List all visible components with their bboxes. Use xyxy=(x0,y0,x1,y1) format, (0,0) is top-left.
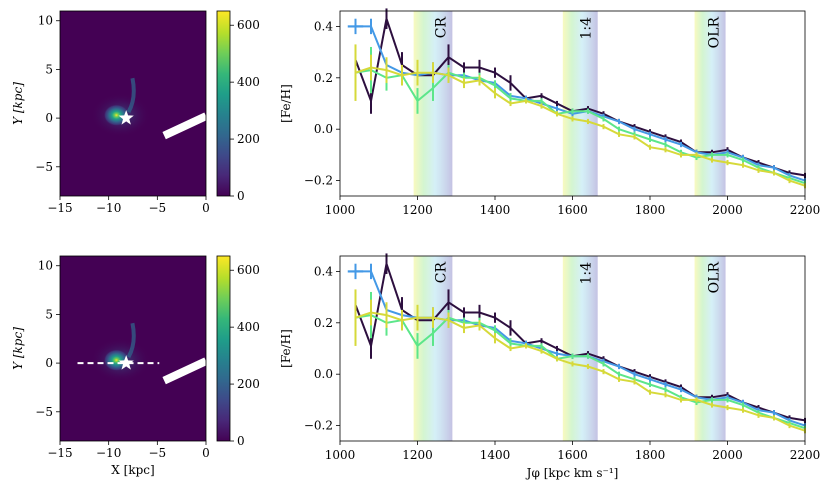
resonance-band xyxy=(694,11,726,196)
map-bottom: −15 −10 −5 0 −5 0 5 10 Y [kpc] X [kpc] 0 200 400 600 xyxy=(11,255,260,477)
resonance-label: 1:4 xyxy=(579,17,595,40)
density-spur xyxy=(126,322,136,359)
x-tick-label: 0 xyxy=(202,201,210,215)
colorbar-tick-label: 400 xyxy=(237,320,260,334)
y-tick-label: 10 xyxy=(38,14,53,28)
y-tick-label: 10 xyxy=(38,259,53,273)
resonance-band xyxy=(413,11,453,196)
colorbar-tick-label: 200 xyxy=(237,377,260,391)
sun-star-icon xyxy=(118,355,134,370)
y-tick-label: 5 xyxy=(45,62,53,76)
y-tick-label: 0.2 xyxy=(314,316,333,330)
y-axis-label: Y [kpc] xyxy=(11,327,25,370)
resonance-label: OLR xyxy=(707,262,723,294)
y-tick-label: 0.0 xyxy=(314,367,333,381)
colorbar xyxy=(216,255,231,442)
y-tick-label: 0.2 xyxy=(314,71,333,85)
galactic-bar xyxy=(162,112,208,140)
resonance-label: CR xyxy=(433,262,449,284)
metallicity-gradients: CR 1:4 OLR 1000 1200 1400 1600 1800 2000 2200 −0.2… xyxy=(279,8,820,480)
series-yellow xyxy=(354,289,806,434)
y-tick-label: 0 xyxy=(45,111,53,125)
density-maps: −15 −10 −5 0 −5 0 5 10 Y [kpc] 0 200 400 600 −15 −10 −5… xyxy=(11,10,260,477)
x-tick-label: 1000 xyxy=(325,448,356,462)
y-tick-label: 0.0 xyxy=(314,122,333,136)
resonance-label: OLR xyxy=(707,17,723,49)
x-tick-label: 1200 xyxy=(402,448,433,462)
x-tick-label: −10 xyxy=(96,446,121,460)
x-tick-label: 0 xyxy=(202,446,210,460)
colorbar xyxy=(216,10,231,197)
x-tick-label: 1600 xyxy=(557,448,588,462)
colorbar-tick-label: 0 xyxy=(237,189,245,203)
x-tick-label: 1600 xyxy=(557,203,588,217)
x-tick-label: 1400 xyxy=(480,448,511,462)
x-tick-label: 2200 xyxy=(790,203,821,217)
y-tick-label: 0.4 xyxy=(314,19,333,33)
colorbar-tick-label: 200 xyxy=(237,132,260,146)
y-axis-label: [Fe/H] xyxy=(279,84,293,123)
series-line xyxy=(355,69,806,185)
y-axis-label: Y [kpc] xyxy=(11,82,25,125)
series-line xyxy=(355,311,806,432)
sun-star-icon xyxy=(118,110,134,125)
y-tick-label: 5 xyxy=(45,307,53,321)
x-tick-label: −10 xyxy=(96,201,121,215)
x-tick-label: −5 xyxy=(148,446,166,460)
x-tick-label: 1200 xyxy=(402,203,433,217)
resonance-label: CR xyxy=(433,17,449,39)
y-tick-label: −5 xyxy=(35,160,53,174)
y-tick-label: −0.2 xyxy=(304,419,333,433)
resonance-band xyxy=(562,11,598,196)
map-frame xyxy=(59,255,207,442)
y-tick-label: 0.4 xyxy=(314,264,333,278)
x-tick-label: 1800 xyxy=(635,203,666,217)
series-line xyxy=(355,314,806,430)
x-tick-label: 2200 xyxy=(790,448,821,462)
galactic-bar xyxy=(162,357,208,385)
colorbar-tick-label: 600 xyxy=(237,263,260,277)
colorbar-tick-label: 400 xyxy=(237,75,260,89)
colorbar-tick-label: 0 xyxy=(237,434,245,448)
resonance-band xyxy=(694,256,726,441)
series-line xyxy=(355,66,806,187)
x-tick-label: 2000 xyxy=(712,203,743,217)
x-tick-label: −15 xyxy=(47,201,72,215)
map-top: −15 −10 −5 0 −5 0 5 10 Y [kpc] 0 200 400 600 xyxy=(11,10,260,215)
gradient-bottom: CR 1:4 OLR 1000 1200 1400 1600 1800 2000 2200 −0.2… xyxy=(279,253,820,480)
y-tick-label: −5 xyxy=(35,405,53,419)
x-axis-label: Jφ [kpc km s⁻¹] xyxy=(525,466,619,480)
gradient-top: CR 1:4 OLR 1000 1200 1400 1600 1800 2000 2200 −0.2… xyxy=(279,8,820,217)
x-tick-label: −5 xyxy=(148,201,166,215)
colorbar-tick-label: 600 xyxy=(237,18,260,32)
resonance-band xyxy=(562,256,598,441)
x-tick-label: 1400 xyxy=(480,203,511,217)
x-tick-label: −15 xyxy=(47,446,72,460)
y-axis-label: [Fe/H] xyxy=(279,329,293,368)
resonance-label: 1:4 xyxy=(579,262,595,285)
series-line xyxy=(354,259,806,422)
resonance-band xyxy=(413,256,453,441)
y-tick-label: −0.2 xyxy=(304,174,333,188)
x-tick-label: 1800 xyxy=(635,448,666,462)
density-spur xyxy=(126,77,136,114)
map-frame xyxy=(59,10,207,197)
series-line xyxy=(354,14,806,177)
y-tick-label: 0 xyxy=(45,356,53,370)
x-tick-label: 2000 xyxy=(712,448,743,462)
x-axis-label: X [kpc] xyxy=(111,463,154,477)
x-tick-label: 1000 xyxy=(325,203,356,217)
